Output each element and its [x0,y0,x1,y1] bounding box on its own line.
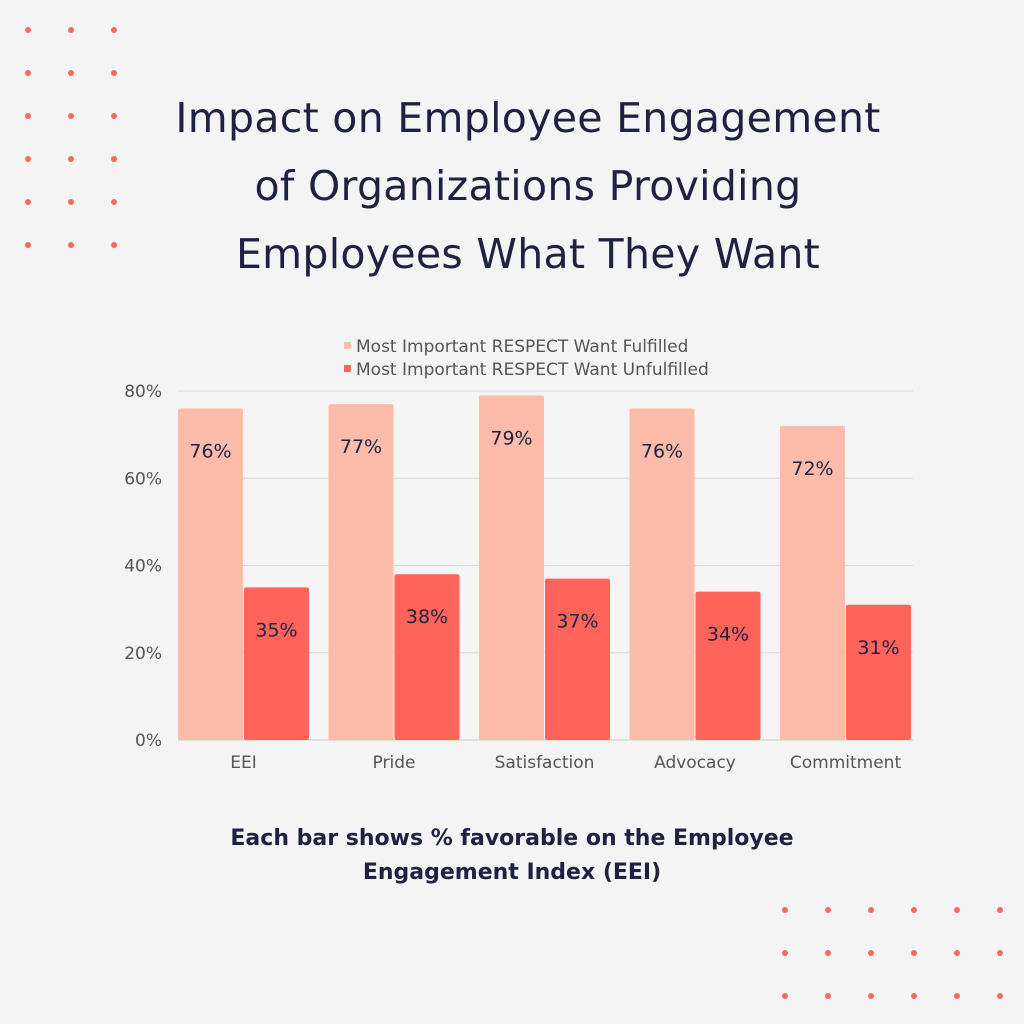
chart-title-line-1: Impact on Employee Engagement [175,94,881,142]
decor-dot [997,950,1003,956]
x-tick-label: EEI [230,753,257,773]
y-axis: 0% 20% 40% 60% 80% [124,382,162,751]
data-label: 34% [707,624,749,646]
x-axis: EEI Pride Satisfaction Advocacy Commitment [230,753,901,773]
y-tick-label: 20% [124,644,162,664]
bar-fulfilled-eei [178,408,243,740]
decor-dot [68,242,74,248]
decor-dot [111,113,117,119]
y-tick-label: 60% [124,469,162,489]
legend-swatch-fulfilled [344,342,351,349]
chart-title-line-3: Employees What They Want [235,230,821,278]
decor-dot [868,950,874,956]
legend-label-unfulfilled: Most Important RESPECT Want Unfulfilled [356,360,709,380]
bar-unfulfilled-advocacy [695,591,761,740]
decor-dot [825,907,831,913]
decor-dot [782,907,788,913]
data-label: 31% [857,637,899,659]
decor-dot [997,907,1003,913]
decorative-dots-top-left [25,27,117,248]
data-label: 35% [255,619,297,641]
y-tick-label: 80% [124,382,162,402]
decor-dot [954,993,960,999]
decor-dot [825,993,831,999]
decor-dot [68,113,74,119]
legend-label-fulfilled: Most Important RESPECT Want Fulfilled [356,337,688,357]
decor-dot [68,27,74,33]
x-tick-label: Commitment [790,753,902,773]
bar-fulfilled-commitment [780,425,845,740]
chart-legend: Most Important RESPECT Want Fulfilled Mos… [344,337,709,380]
bar-unfulfilled-satisfaction [545,578,610,740]
data-label: 79% [490,427,532,449]
decor-dot [868,907,874,913]
decor-dot [25,199,31,205]
chart-title: Impact on Employee Engagement of Organiz… [0,84,1024,288]
decor-dot [25,70,31,76]
bar-unfulfilled-pride [394,574,460,740]
bar-fulfilled-satisfaction [479,395,544,740]
decor-dot [911,950,917,956]
data-label: 38% [406,606,448,628]
x-tick-label: Satisfaction [495,753,595,773]
data-label: 77% [340,436,382,458]
decor-dot [911,993,917,999]
x-tick-label: Pride [373,753,416,773]
legend-swatch-unfulfilled [344,365,351,372]
bar-fulfilled-pride [328,404,394,740]
decor-dot [782,993,788,999]
chart-title-line-2: of Organizations Providing [254,162,802,210]
decor-dot [111,242,117,248]
y-tick-label: 40% [124,557,162,577]
footnote-line-1: Each bar shows % favorable on the Employ… [230,826,794,851]
bar-chart: Most Important RESPECT Want Fulfilled Mos… [124,337,913,773]
x-tick-label: Advocacy [654,753,736,773]
decor-dot [25,242,31,248]
data-label: 72% [791,458,833,480]
data-label: 37% [556,611,598,633]
decor-dot [68,70,74,76]
decor-dot [954,907,960,913]
chart-bars: 76% 35% 77% 38% 79% 37% 76% 34% 72% 31% [178,395,911,740]
decor-dot [68,199,74,205]
decor-dot [911,907,917,913]
decor-dot [25,156,31,162]
bar-unfulfilled-eei [244,587,309,740]
decor-dot [111,70,117,76]
decor-dot [25,113,31,119]
decor-dot [68,156,74,162]
decor-dot [111,156,117,162]
decor-dot [825,950,831,956]
decor-dot [868,993,874,999]
bar-fulfilled-advocacy [629,408,695,740]
data-label: 76% [189,440,231,462]
decor-dot [954,950,960,956]
decor-dot [111,27,117,33]
decor-dot [782,950,788,956]
decor-dot [111,199,117,205]
chart-footnote: Each bar shows % favorable on the Employ… [0,822,1024,890]
decorative-dots-bottom-right [782,907,1003,999]
y-tick-label: 0% [135,731,162,751]
bar-unfulfilled-commitment [846,604,911,740]
footnote-line-2: Engagement Index (EEI) [362,860,662,885]
data-label: 76% [641,440,683,462]
decor-dot [997,993,1003,999]
decor-dot [25,27,31,33]
